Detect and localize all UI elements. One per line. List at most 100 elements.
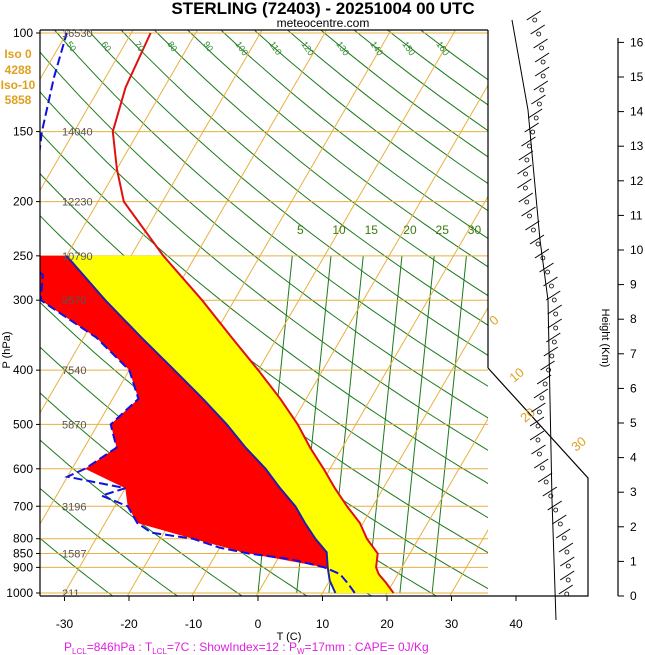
wind-barb xyxy=(547,500,562,511)
height-tick-label-7: 7 xyxy=(630,347,637,361)
wind-barb xyxy=(539,262,554,273)
wind-barb-circle xyxy=(561,535,567,541)
dry-adiabat-label-140: 140 xyxy=(368,39,385,57)
height-tick-label-1: 1 xyxy=(630,554,637,568)
wind-barb-circle xyxy=(535,437,541,443)
wind-barb-circle xyxy=(539,87,545,93)
mixing-ratio-label-5: 5 xyxy=(297,223,304,237)
wind-barb xyxy=(533,388,549,399)
temperature-tick-label-30: 30 xyxy=(445,617,459,631)
x-axis-label: T (C) xyxy=(277,631,302,643)
saturated-label-30: 30 xyxy=(568,434,589,455)
wind-barb xyxy=(529,416,545,427)
wind-barb-circle xyxy=(540,73,546,79)
temperature-tick-label--30: -30 xyxy=(56,617,74,631)
pressure-tick-label-250: 250 xyxy=(13,249,33,263)
chart-source: meteocentre.com xyxy=(277,16,370,30)
temperature-tick-label-0: 0 xyxy=(255,617,262,631)
wind-barb xyxy=(542,486,558,497)
wind-barb-circle xyxy=(536,101,542,107)
wind-barb xyxy=(530,24,545,35)
wind-barb-circle xyxy=(539,45,544,51)
wind-barb xyxy=(534,52,550,63)
pressure-tick-label-500: 500 xyxy=(13,417,33,431)
wind-barb-circle xyxy=(532,17,538,23)
wind-barb-circle xyxy=(539,395,545,401)
height-tick-label-14: 14 xyxy=(630,105,644,119)
temperature-line xyxy=(111,32,395,594)
wind-barb xyxy=(534,66,550,77)
height-label-400: 7540 xyxy=(62,365,86,377)
height-label-850: 1587 xyxy=(62,548,86,560)
height-tick-label-15: 15 xyxy=(630,70,644,84)
mixing-ratio-label-25: 25 xyxy=(436,223,450,237)
isotherm-50 xyxy=(574,7,645,604)
pressure-tick-label-1000: 1000 xyxy=(6,586,33,600)
pressure-tick-label-300: 300 xyxy=(13,293,33,307)
pressure-tick-label-900: 900 xyxy=(13,560,33,574)
height-tick-label-0: 0 xyxy=(630,589,637,603)
wind-barb xyxy=(524,122,539,133)
temperature-tick-label-10: 10 xyxy=(316,617,330,631)
wind-barb-circle xyxy=(536,409,542,415)
wind-barb xyxy=(518,192,534,203)
height-label-700: 3196 xyxy=(62,501,86,513)
wind-barb xyxy=(531,402,546,413)
wind-barb-circle xyxy=(535,423,541,429)
wind-barb-circle xyxy=(524,199,530,205)
isotherm--60 xyxy=(40,30,199,303)
wind-barb xyxy=(521,136,536,147)
iso-0-label: Iso 0 xyxy=(4,47,32,61)
footer-indices: PLCL=846hPa : TLCL=7C : ShowIndex=12 : P… xyxy=(64,640,429,655)
wind-barb-circle xyxy=(564,591,570,597)
wind-barb-circle xyxy=(531,227,536,233)
wind-barb xyxy=(543,276,558,287)
height-axis-label: Height (Km) xyxy=(599,309,611,368)
temperature-tick-label-40: 40 xyxy=(509,617,523,631)
height-label-500: 5870 xyxy=(62,419,86,431)
wind-barb xyxy=(547,304,562,315)
dry-adiabat-label-70: 70 xyxy=(132,39,146,53)
wind-barb-circle xyxy=(545,269,550,275)
pressure-tick-label-400: 400 xyxy=(13,363,33,377)
wind-barb-circle xyxy=(533,115,539,121)
parcel-line xyxy=(65,255,337,594)
wind-barb-circle xyxy=(542,381,548,387)
height-tick-label-16: 16 xyxy=(630,35,644,49)
wind-barb-circle xyxy=(540,255,546,261)
wind-barb-circle xyxy=(540,59,546,65)
iso-10-label: Iso-10 xyxy=(1,78,36,92)
wind-barb-circle xyxy=(557,521,563,527)
height-tick-label-13: 13 xyxy=(630,139,644,153)
wind-barb-circle xyxy=(548,493,554,499)
dry-adiabat-label-130: 130 xyxy=(334,39,351,57)
pressure-tick-label-600: 600 xyxy=(13,462,33,476)
height-label-200: 12230 xyxy=(62,197,93,209)
wind-barb xyxy=(543,346,559,357)
height-tick-label-11: 11 xyxy=(630,208,643,222)
pressure-tick-label-100: 100 xyxy=(13,26,33,40)
dry-adiabat-label-60: 60 xyxy=(99,39,113,53)
wind-barb xyxy=(518,150,534,161)
wind-barb xyxy=(525,220,540,231)
temperature-tick-label--20: -20 xyxy=(120,617,138,631)
dry-adiabat-460 xyxy=(353,30,488,132)
y-axis-label: P (hPa) xyxy=(1,331,13,368)
isotherm-20 xyxy=(384,417,488,596)
dry-adiabat-470 xyxy=(386,30,488,106)
iso-10-height: 5858 xyxy=(5,93,32,107)
wind-barb xyxy=(533,458,549,469)
cin-area xyxy=(66,255,394,594)
wind-barb xyxy=(559,570,575,581)
wind-barb-circle xyxy=(549,283,554,289)
wind-barb-circle xyxy=(549,353,555,359)
height-tick-label-12: 12 xyxy=(630,174,644,188)
wind-barb xyxy=(533,38,548,49)
mixing-ratio-label-15: 15 xyxy=(365,223,379,237)
wind-barb xyxy=(552,514,567,525)
wind-barb-circle xyxy=(553,507,559,513)
mixing-ratio-label-10: 10 xyxy=(332,223,346,237)
wind-barb xyxy=(517,178,532,189)
isotherm-30 xyxy=(449,529,488,596)
